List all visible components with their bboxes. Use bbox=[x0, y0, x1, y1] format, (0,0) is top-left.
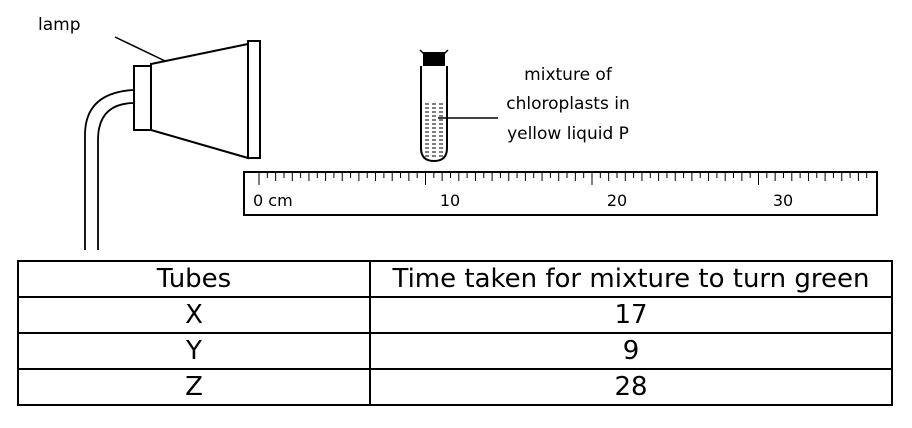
lamp bbox=[133, 40, 261, 160]
tube-liquid bbox=[425, 103, 443, 157]
tube-cell: Z bbox=[17, 368, 371, 406]
tube-cell: X bbox=[17, 296, 371, 334]
table-row: Y 9 bbox=[17, 332, 893, 370]
ruler-tick-label: 10 bbox=[440, 191, 460, 210]
lamp-label: lamp bbox=[38, 15, 81, 35]
mixture-label-line-3: yellow liquid P bbox=[507, 124, 629, 144]
test-tube bbox=[419, 49, 449, 163]
header-tubes: Tubes bbox=[17, 260, 371, 298]
ruler-zero-label: 0 cm bbox=[253, 191, 293, 210]
tube-cell: Y bbox=[17, 332, 371, 370]
mixture-label-line-1: mixture of bbox=[524, 65, 613, 85]
time-cell: 28 bbox=[369, 368, 893, 406]
table-row: X 17 bbox=[17, 296, 893, 334]
table-header-row: Tubes Time taken for mixture to turn gre… bbox=[17, 260, 893, 298]
ruler-ticks bbox=[258, 172, 868, 185]
ruler: 0 cm 10 20 30 bbox=[243, 171, 878, 216]
tube-stopper bbox=[423, 52, 445, 66]
ruler-tick-label: 30 bbox=[773, 191, 793, 210]
time-cell: 9 bbox=[369, 332, 893, 370]
lamp-stand bbox=[84, 89, 134, 250]
mixture-label-line-2: chloroplasts in bbox=[506, 94, 629, 114]
ruler-tick-label: 20 bbox=[607, 191, 627, 210]
time-cell: 17 bbox=[369, 296, 893, 334]
experiment-diagram: lamp mixture of chloroplasts in yellow l… bbox=[38, 15, 878, 250]
table-row: Z 28 bbox=[17, 368, 893, 406]
header-time: Time taken for mixture to turn green bbox=[369, 260, 893, 298]
results-table: Tubes Time taken for mixture to turn gre… bbox=[17, 260, 893, 406]
